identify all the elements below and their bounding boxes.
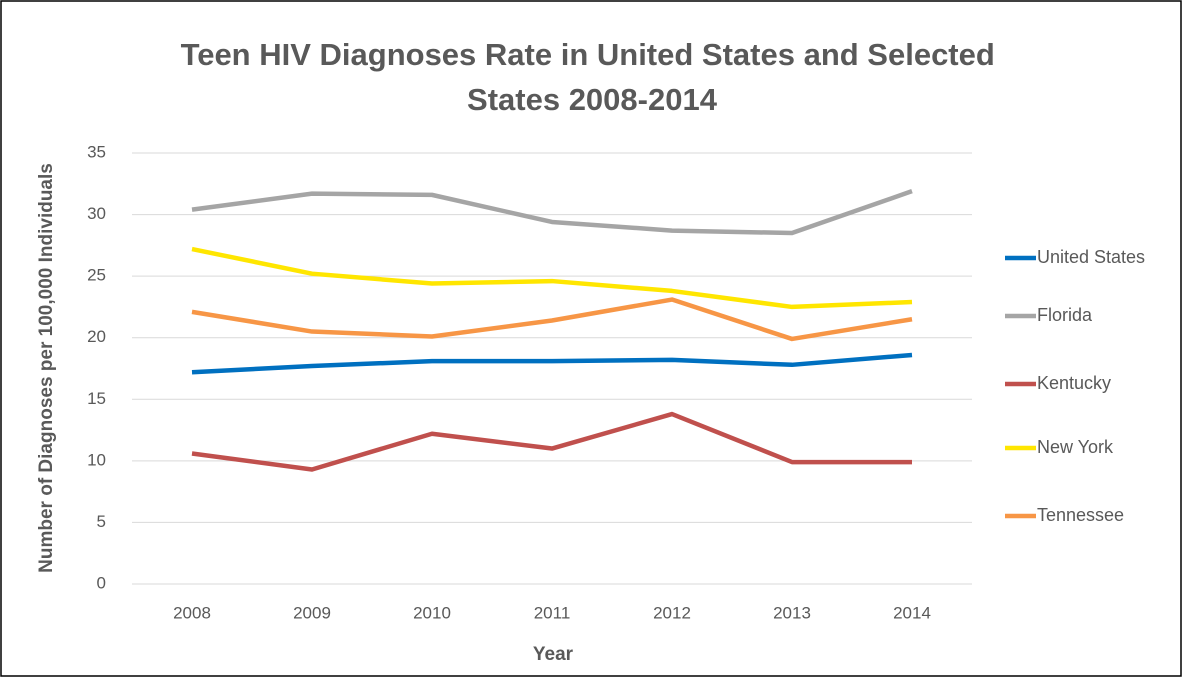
legend-label: United States bbox=[1037, 247, 1145, 267]
series-line bbox=[191, 411, 912, 472]
y-tick-label: 25 bbox=[87, 266, 106, 285]
y-tick-label: 0 bbox=[97, 573, 106, 592]
series-line bbox=[191, 246, 913, 310]
y-tick-label: 5 bbox=[97, 512, 106, 531]
y-tick-label: 15 bbox=[87, 389, 106, 408]
series-line bbox=[191, 352, 913, 375]
x-tick-label: 2013 bbox=[773, 603, 811, 622]
series-line bbox=[191, 189, 913, 236]
x-tick-label: 2011 bbox=[534, 603, 571, 622]
y-tick-label: 35 bbox=[87, 142, 106, 161]
y-tick-label: 10 bbox=[87, 450, 106, 469]
x-tick-label: 2010 bbox=[413, 603, 451, 622]
legend-label: Tennessee bbox=[1037, 505, 1124, 525]
x-tick-label: 2009 bbox=[293, 603, 331, 622]
legend-label: New York bbox=[1037, 437, 1114, 457]
series-line bbox=[191, 297, 913, 342]
x-tick-label: 2008 bbox=[173, 603, 211, 622]
y-tick-label: 20 bbox=[87, 327, 106, 346]
legend-label: Florida bbox=[1037, 305, 1093, 325]
y-tick-label: 30 bbox=[87, 204, 106, 223]
y-axis-title: Number of Diagnoses per 100,000 Individu… bbox=[36, 163, 57, 573]
legend-label: Kentucky bbox=[1037, 373, 1111, 393]
x-axis-title: Year bbox=[533, 644, 574, 665]
x-tick-label: 2012 bbox=[653, 603, 691, 622]
x-tick-label: 2014 bbox=[893, 603, 931, 622]
chart-title: Teen HIV Diagnoses Rate in United States… bbox=[181, 37, 1004, 117]
